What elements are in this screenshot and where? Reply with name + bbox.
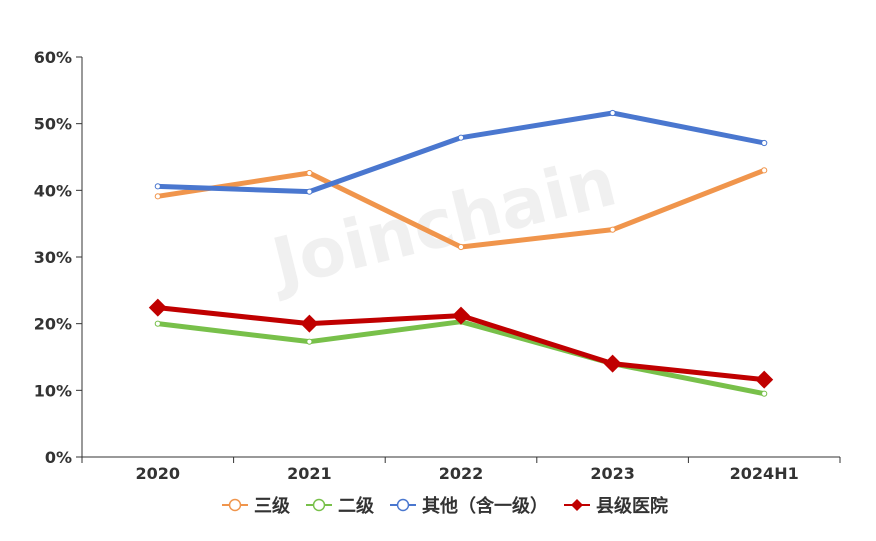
y-tick-label: 0% bbox=[45, 448, 72, 467]
legend-label: 三级 bbox=[254, 495, 291, 517]
y-tick-label: 60% bbox=[34, 48, 72, 67]
y-tick-label: 20% bbox=[34, 315, 72, 334]
y-tick-label: 40% bbox=[34, 181, 72, 200]
legend: 三级 二级 其他（含一级） 县级医院 bbox=[222, 495, 668, 517]
data-point bbox=[761, 167, 768, 174]
legend-label: 其他（含一级） bbox=[422, 495, 548, 517]
series-0 bbox=[154, 167, 768, 251]
data-point bbox=[306, 169, 313, 177]
series-3 bbox=[148, 298, 774, 389]
legend-item-1: 二级 bbox=[306, 495, 375, 517]
x-tick-label: 2022 bbox=[439, 464, 484, 483]
data-point bbox=[306, 188, 313, 195]
y-tick-label: 10% bbox=[34, 381, 72, 400]
data-point bbox=[609, 109, 616, 117]
data-point bbox=[452, 306, 470, 325]
series-1 bbox=[154, 318, 768, 397]
legend-item-2: 其他（含一级） bbox=[390, 495, 548, 517]
series-layer bbox=[148, 109, 774, 397]
data-point bbox=[154, 193, 161, 200]
data-point bbox=[755, 370, 774, 389]
x-tick-label: 2023 bbox=[590, 464, 635, 483]
series-line bbox=[155, 319, 767, 397]
data-point bbox=[457, 134, 465, 141]
legend-label: 二级 bbox=[338, 495, 375, 517]
data-point bbox=[154, 183, 161, 190]
legend-item-0: 三级 bbox=[222, 495, 291, 517]
data-point bbox=[300, 314, 319, 333]
y-tick-label: 30% bbox=[34, 248, 72, 267]
data-point bbox=[603, 354, 622, 373]
x-tick-label: 2024H1 bbox=[730, 464, 799, 483]
data-point bbox=[457, 243, 465, 251]
axes: 0% 10% 20% 30% 40% 50% 60% 2020 2021 2022 2023 2024… bbox=[34, 48, 841, 483]
watermark: Joinchain bbox=[261, 142, 624, 304]
legend-label: 县级医院 bbox=[596, 495, 668, 517]
data-point bbox=[761, 139, 768, 147]
data-point bbox=[306, 338, 313, 345]
x-tick-label: 2021 bbox=[287, 464, 332, 483]
legend-item-3: 县级医院 bbox=[564, 495, 668, 517]
legend-marker bbox=[571, 499, 583, 511]
legend-marker bbox=[312, 498, 326, 512]
data-point bbox=[761, 390, 768, 397]
data-point bbox=[148, 298, 167, 317]
series-2 bbox=[154, 109, 768, 195]
y-tick-label: 50% bbox=[34, 115, 72, 134]
data-point bbox=[609, 226, 616, 233]
x-tick-label: 2020 bbox=[136, 464, 181, 483]
legend-marker bbox=[396, 498, 410, 512]
data-point bbox=[154, 320, 161, 327]
legend-marker bbox=[228, 498, 242, 512]
